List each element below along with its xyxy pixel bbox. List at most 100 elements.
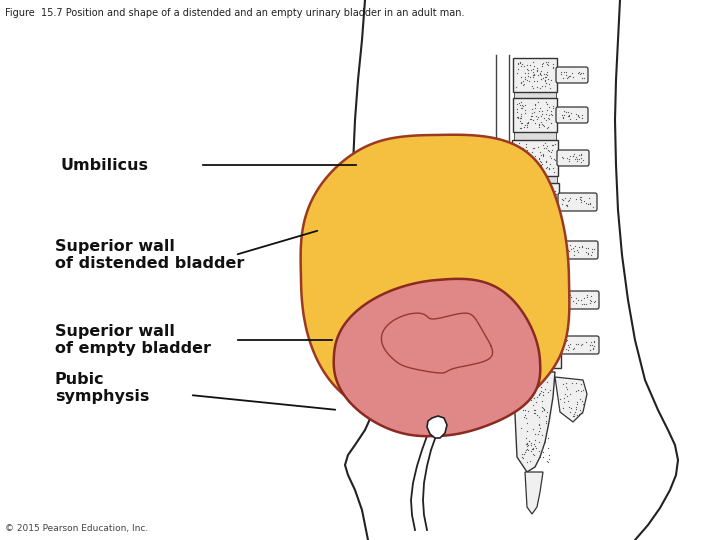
Point [532,168,544,177]
Point [580,247,592,256]
Point [534,391,545,400]
Point [516,450,528,458]
Point [543,443,554,452]
Point [564,291,576,299]
Point [525,439,536,448]
Point [589,296,600,305]
Point [519,448,531,457]
Point [530,231,541,240]
Point [518,397,530,406]
Point [534,307,546,315]
Point [537,152,549,161]
Point [543,115,554,124]
Point [508,240,519,248]
Point [588,343,599,352]
Point [513,255,524,264]
Point [525,284,536,293]
Point [585,341,596,349]
Point [547,332,559,340]
Point [523,375,535,384]
Point [563,72,575,80]
Point [585,251,597,259]
Point [561,384,572,393]
Point [550,195,562,204]
Point [546,118,557,127]
Text: Superior wall
of distended bladder: Superior wall of distended bladder [55,239,244,271]
Point [546,348,557,357]
Point [539,73,551,82]
Point [520,286,531,295]
Point [511,234,523,242]
Point [515,341,526,350]
Point [516,240,528,248]
Point [580,338,592,346]
Point [539,114,550,123]
Point [558,404,570,413]
Point [534,327,545,336]
Point [585,200,596,208]
Point [527,280,539,289]
Point [541,71,552,79]
Point [539,385,550,394]
Point [523,334,534,342]
Point [516,73,527,82]
Point [537,315,549,323]
Point [544,345,555,353]
Point [528,210,539,218]
Point [575,341,586,349]
Point [546,297,557,306]
Point [516,322,528,331]
Point [526,208,537,217]
Point [534,246,545,254]
Point [546,145,557,154]
Point [588,245,600,253]
Point [564,390,576,399]
Point [559,71,571,79]
Point [568,250,580,259]
Point [536,75,547,84]
Point [585,292,597,300]
Point [550,322,562,331]
Point [541,378,553,387]
Point [567,345,579,354]
Point [546,237,557,245]
Point [510,347,522,355]
Point [511,99,523,108]
Point [572,110,583,119]
Point [525,66,536,75]
Point [530,300,541,309]
Point [530,152,541,160]
Point [536,245,548,254]
Point [521,419,533,428]
Point [545,110,557,118]
FancyBboxPatch shape [509,322,561,368]
Point [521,438,533,447]
Point [510,198,521,207]
Point [562,392,573,400]
Point [521,339,533,348]
Point [549,327,561,336]
Point [542,75,554,84]
Point [515,238,526,247]
Point [521,151,533,160]
Point [533,360,544,369]
Point [536,279,547,288]
Point [516,113,527,122]
Point [547,277,559,286]
Point [564,340,575,349]
Point [534,204,545,212]
Point [552,335,563,344]
Point [558,247,570,256]
Point [543,103,554,111]
Point [546,282,558,291]
Point [546,154,557,163]
Point [516,338,528,347]
Point [521,444,533,453]
Point [571,157,582,166]
Point [533,113,544,122]
Point [516,262,528,271]
Point [541,60,553,69]
Point [511,153,523,162]
Point [535,164,546,172]
Point [532,242,544,251]
